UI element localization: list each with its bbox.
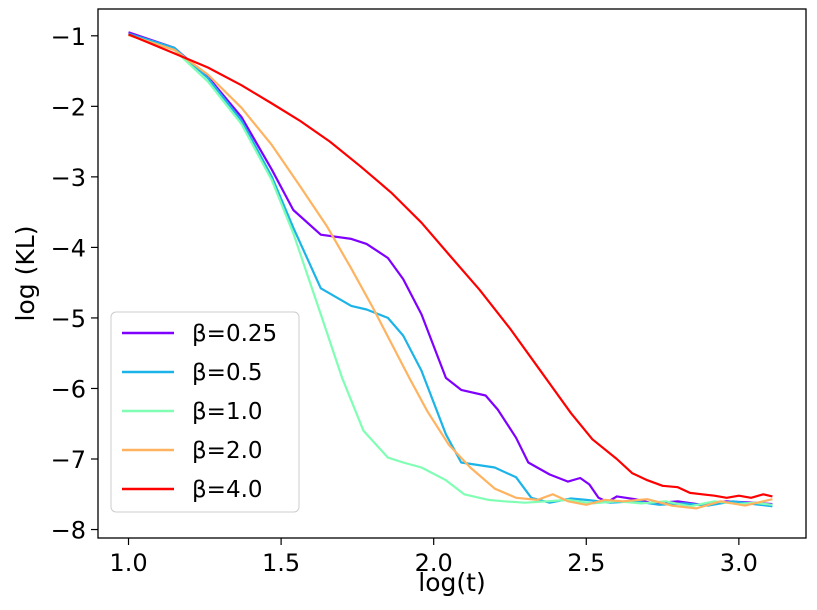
x-tick-label: 2.5: [567, 549, 605, 577]
x-tick-label: 1.5: [262, 549, 300, 577]
y-tick-label: −2: [51, 93, 86, 121]
y-tick-label: −6: [51, 375, 86, 403]
y-tick-label: −3: [51, 164, 86, 192]
y-tick-label: −7: [51, 446, 86, 474]
legend-label: β=2.0: [192, 438, 263, 464]
y-tick-label: −4: [51, 234, 86, 262]
legend-label: β=4.0: [192, 477, 263, 503]
x-axis-label: log(t): [418, 568, 485, 597]
legend-box: [110, 311, 300, 513]
series-line-3: [128, 34, 773, 510]
series-line-2: [128, 34, 773, 508]
y-tick-label: −5: [51, 305, 86, 333]
series-line-4: [128, 33, 773, 499]
y-axis-ticks: −1 −2 −3 −4 −5 −6 −7 −8: [51, 23, 98, 545]
legend-label: β=1.0: [192, 399, 263, 425]
plot-lines: [128, 31, 773, 510]
legend-label: β=0.5: [192, 360, 263, 386]
legend: β=0.25 β=0.5 β=1.0 β=2.0 β=4.0: [110, 311, 300, 513]
y-tick-label: −8: [51, 517, 86, 545]
series-line-1: [128, 32, 773, 508]
x-tick-label: 2.0: [415, 549, 453, 577]
x-tick-label: 1.0: [109, 549, 147, 577]
plot-frame: [97, 8, 807, 539]
legend-label: β=0.25: [192, 321, 277, 347]
y-tick-label: −1: [51, 23, 86, 51]
y-axis-label: log (KL): [11, 226, 40, 322]
x-tick-label: 3.0: [720, 549, 758, 577]
x-axis-ticks: 1.0 1.5 2.0 2.5 3.0: [109, 538, 758, 577]
